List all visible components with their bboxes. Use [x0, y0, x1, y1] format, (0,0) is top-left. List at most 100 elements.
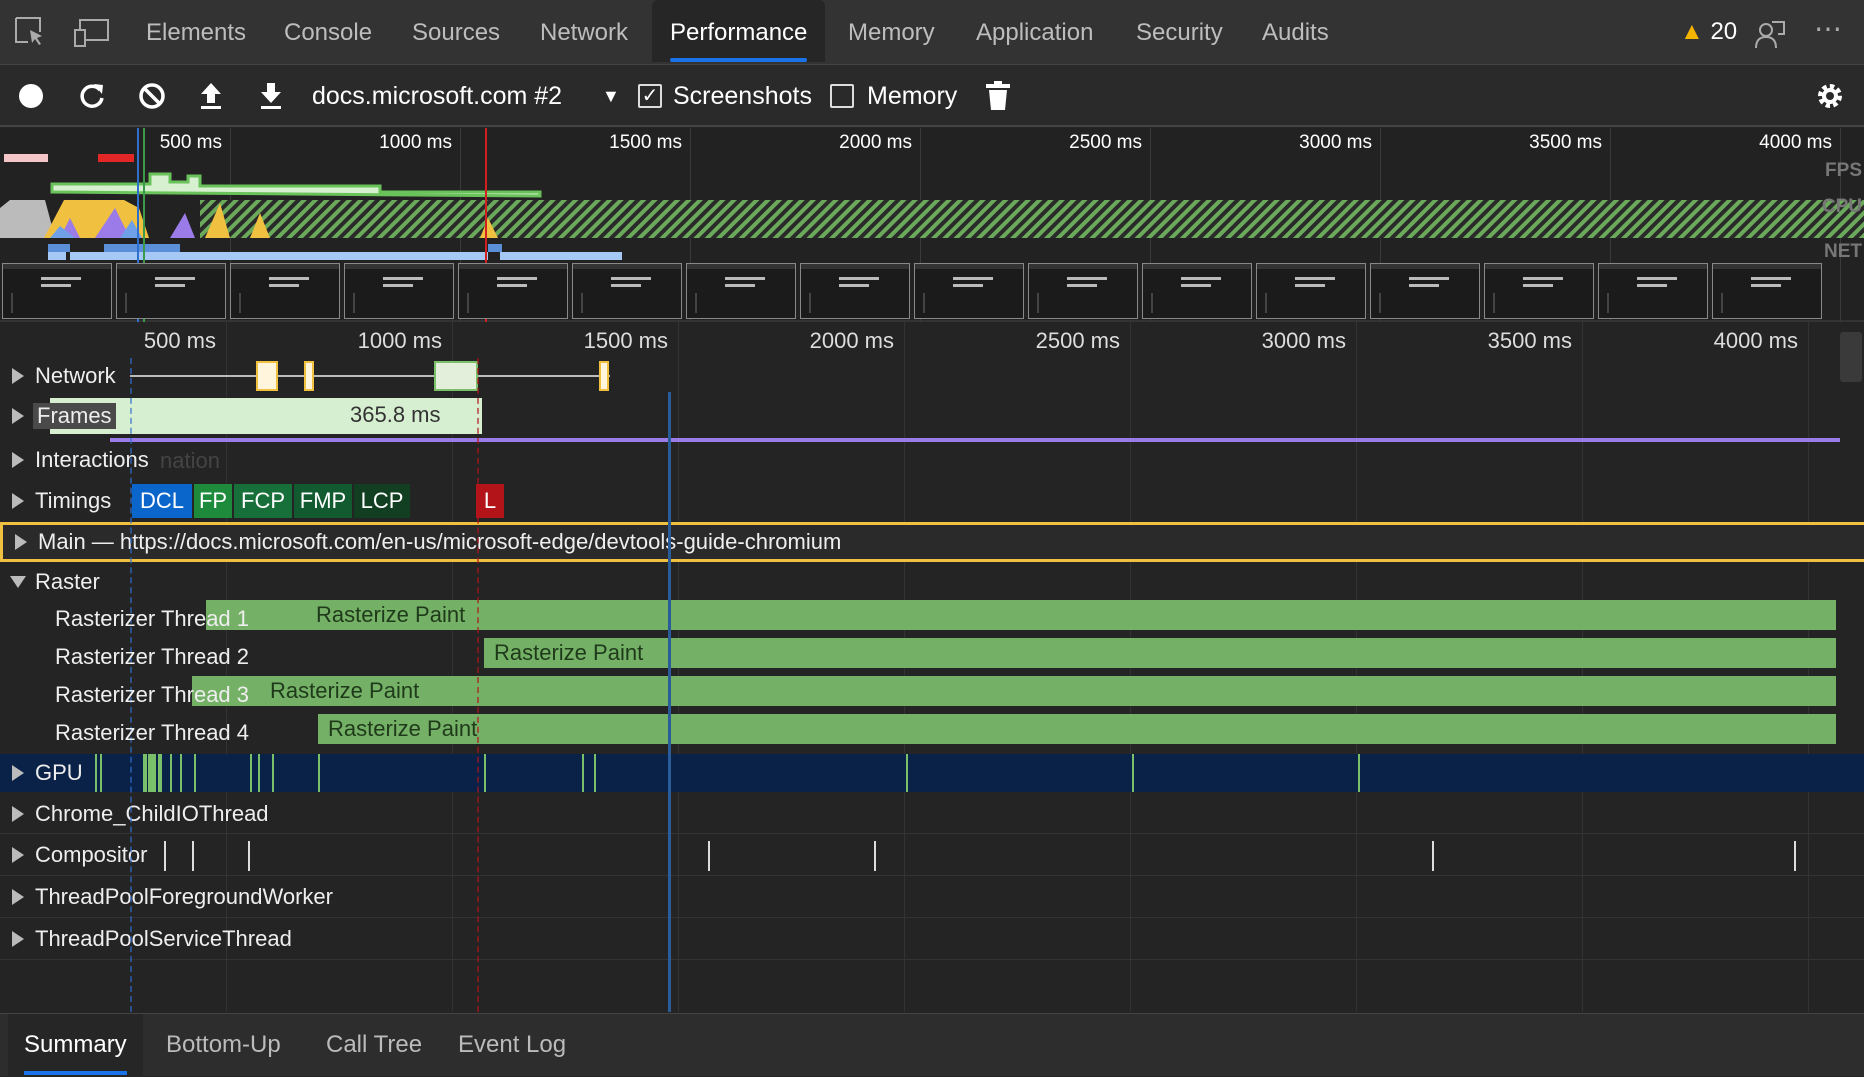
expand-icon[interactable] [12, 889, 24, 905]
capture-settings-gear-icon[interactable] [1815, 81, 1845, 111]
track-threadpool-service-thread[interactable]: ThreadPoolServiceThread [0, 919, 1864, 960]
collapse-icon[interactable] [10, 576, 26, 588]
track-network[interactable]: Network [0, 358, 1864, 394]
load-profile-icon[interactable] [198, 81, 224, 111]
overview-tick-label: 3000 ms [1299, 132, 1372, 153]
track-gpu[interactable]: GPU [0, 754, 1864, 792]
timeline-overview[interactable]: 500 ms 1000 ms 1500 ms 2000 ms 2500 ms 3000 m… [0, 128, 1864, 322]
warning-icon: ▲ [1680, 18, 1704, 45]
track-chrome-childiothread[interactable]: Chrome_ChildIOThread [0, 794, 1864, 834]
chevron-down-icon[interactable]: ▼ [602, 86, 620, 106]
cpu-loading [50, 220, 142, 238]
expand-icon[interactable] [12, 408, 24, 424]
rasterizer-thread-2[interactable]: Rasterize Paint Rasterizer Thread 2 [0, 638, 1864, 676]
save-profile-icon[interactable] [258, 81, 284, 111]
timing-fcp[interactable]: FCP [234, 484, 292, 518]
more-options-icon[interactable]: ⋯ [1814, 13, 1844, 44]
vertical-scrollbar[interactable] [1840, 332, 1862, 382]
track-raster[interactable]: Raster [0, 562, 1864, 602]
tab-summary[interactable]: Summary [8, 1014, 143, 1077]
screenshot-thumbnail [116, 263, 226, 319]
compositor-task [874, 841, 876, 871]
expand-icon[interactable] [12, 805, 24, 822]
tab-call-tree[interactable]: Call Tree [326, 1031, 423, 1058]
cpu-rendering [60, 208, 195, 238]
gpu-task [170, 754, 172, 792]
gpu-task [258, 754, 260, 792]
tab-performance[interactable]: Performance [652, 0, 826, 62]
expand-icon[interactable] [12, 368, 24, 384]
rasterize-paint-event[interactable]: Rasterize Paint [318, 714, 1836, 744]
screenshot-thumbnail [230, 263, 340, 319]
ruler-tick-label: 1000 ms [357, 328, 442, 353]
compositor-task [708, 841, 710, 871]
tab-audits[interactable]: Audits [1262, 19, 1329, 46]
screenshot-thumbnail [1370, 263, 1480, 319]
reload-record-icon[interactable] [78, 82, 106, 110]
tab-network[interactable]: Network [540, 19, 629, 46]
expand-icon[interactable] [12, 847, 24, 863]
overview-tick-label: 1500 ms [609, 132, 682, 153]
expand-icon[interactable] [12, 931, 24, 947]
track-frames[interactable]: Frames 365.8 ms [0, 398, 1864, 434]
tab-elements[interactable]: Elements [146, 19, 247, 46]
timing-lcp[interactable]: LCP [354, 484, 410, 518]
timing-dcl[interactable]: DCL [132, 484, 192, 518]
timing-fp[interactable]: FP [194, 484, 232, 518]
rasterizer-thread-3[interactable]: Rasterize Paint Rasterizer Thread 3 [0, 676, 1864, 714]
compositor-task [1794, 841, 1796, 871]
overview-tick-label: 1000 ms [379, 132, 452, 153]
flame-chart[interactable]: 500 ms 1000 ms 1500 ms 2000 ms 2500 ms 3000 m… [0, 322, 1864, 1012]
ruler-tick-label: 3500 ms [1487, 328, 1572, 353]
tab-console[interactable]: Console [284, 19, 373, 46]
tab-event-log[interactable]: Event Log [458, 1031, 567, 1058]
expand-icon[interactable] [12, 452, 24, 468]
tab-sources[interactable]: Sources [412, 19, 501, 46]
timing-fmp[interactable]: FMP [294, 484, 352, 518]
track-timings[interactable]: Timings DCL FP FCP FMP LCP L [0, 480, 1864, 522]
cpu-idle-hatch [200, 200, 1864, 238]
gpu-task [194, 754, 196, 792]
tab-application[interactable]: Application [976, 19, 1094, 46]
profile-select[interactable]: docs.microsoft.com #2 [312, 82, 563, 110]
device-toolbar-icon[interactable] [74, 18, 110, 48]
gpu-task [1132, 754, 1134, 792]
track-main[interactable]: Main — https://docs.microsoft.com/en-us/… [0, 522, 1864, 562]
memory-checkbox[interactable] [830, 84, 854, 108]
track-compositor[interactable]: Compositor [0, 835, 1864, 876]
screenshot-thumbnail [1484, 263, 1594, 319]
gpu-task [318, 754, 320, 792]
frame-bar[interactable] [50, 398, 482, 434]
compositor-task [192, 841, 194, 871]
inspect-element-icon[interactable] [14, 16, 46, 48]
screenshots-checkbox[interactable]: ✓ [638, 84, 662, 108]
rasterize-paint-event[interactable]: Rasterize Paint [206, 600, 1836, 630]
gpu-task [1358, 754, 1360, 792]
ruler-tick-label: 2500 ms [1035, 328, 1120, 353]
tab-security[interactable]: Security [1136, 19, 1223, 46]
track-interactions[interactable]: Interactions nation [0, 440, 1864, 480]
expand-icon[interactable] [15, 534, 27, 550]
track-threadpool-foreground-worker[interactable]: ThreadPoolForegroundWorker [0, 877, 1864, 918]
screenshot-thumbnail [1028, 263, 1138, 319]
fps-label: FPS [1825, 160, 1862, 181]
rasterizer-thread-1[interactable]: Rasterize Paint Rasterizer Thread 1 [0, 600, 1864, 638]
collect-garbage-icon[interactable] [986, 81, 1010, 111]
tab-bottom-up[interactable]: Bottom-Up [166, 1031, 281, 1058]
expand-icon[interactable] [12, 765, 24, 781]
tab-memory[interactable]: Memory [848, 19, 935, 46]
warnings-counter[interactable]: ▲ 20 [1680, 18, 1738, 45]
clear-icon[interactable] [138, 82, 166, 110]
ruler-tick-label: 2000 ms [809, 328, 894, 353]
gpu-task [180, 754, 182, 792]
rasterize-paint-event[interactable]: Rasterize Paint [484, 638, 1836, 668]
expand-icon[interactable] [12, 493, 24, 509]
rasterizer-thread-4[interactable]: Rasterize Paint Rasterizer Thread 4 [0, 714, 1864, 752]
screenshot-thumbnail [2, 263, 112, 319]
overview-tick-label: 500 ms [159, 132, 222, 153]
record-icon[interactable] [18, 83, 44, 109]
timing-load[interactable]: L [476, 484, 504, 518]
rasterize-paint-event[interactable]: Rasterize Paint [192, 676, 1836, 706]
gpu-task [906, 754, 908, 792]
feedback-icon[interactable] [1754, 18, 1786, 50]
